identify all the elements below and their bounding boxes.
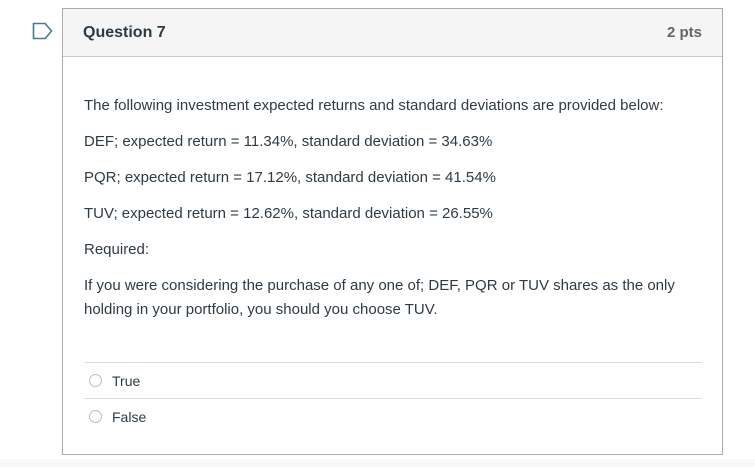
question-card: Question 7 2 pts The following investmen…: [62, 8, 723, 455]
question-text: Required:: [84, 241, 150, 258]
question-text: PQR; expected return = 17.12%, standard …: [84, 169, 496, 186]
answer-options: True False: [63, 362, 722, 434]
answer-option-true[interactable]: True: [84, 362, 702, 398]
page-background-strip: [0, 459, 755, 467]
question-header: Question 7 2 pts: [63, 9, 722, 57]
question-text: TUV; expected return = 12.62%, standard …: [84, 205, 493, 222]
radio-button-true[interactable]: [89, 374, 102, 387]
question-text: DEF; expected return = 11.34%, standard …: [84, 133, 493, 150]
question-title: Question 7: [83, 23, 166, 41]
flag-question-button[interactable]: [32, 21, 54, 41]
question-points: 2 pts: [666, 24, 702, 41]
question-text: If you were considering the purchase of …: [84, 277, 675, 318]
answer-option-false[interactable]: False: [84, 398, 702, 434]
answer-label-true: True: [112, 372, 141, 389]
answer-label-false: False: [112, 408, 147, 425]
radio-button-false[interactable]: [89, 410, 102, 423]
question-text: The following investment expected return…: [84, 97, 664, 114]
flag-icon: [32, 22, 54, 44]
question-body: The following investment expected return…: [63, 57, 722, 334]
